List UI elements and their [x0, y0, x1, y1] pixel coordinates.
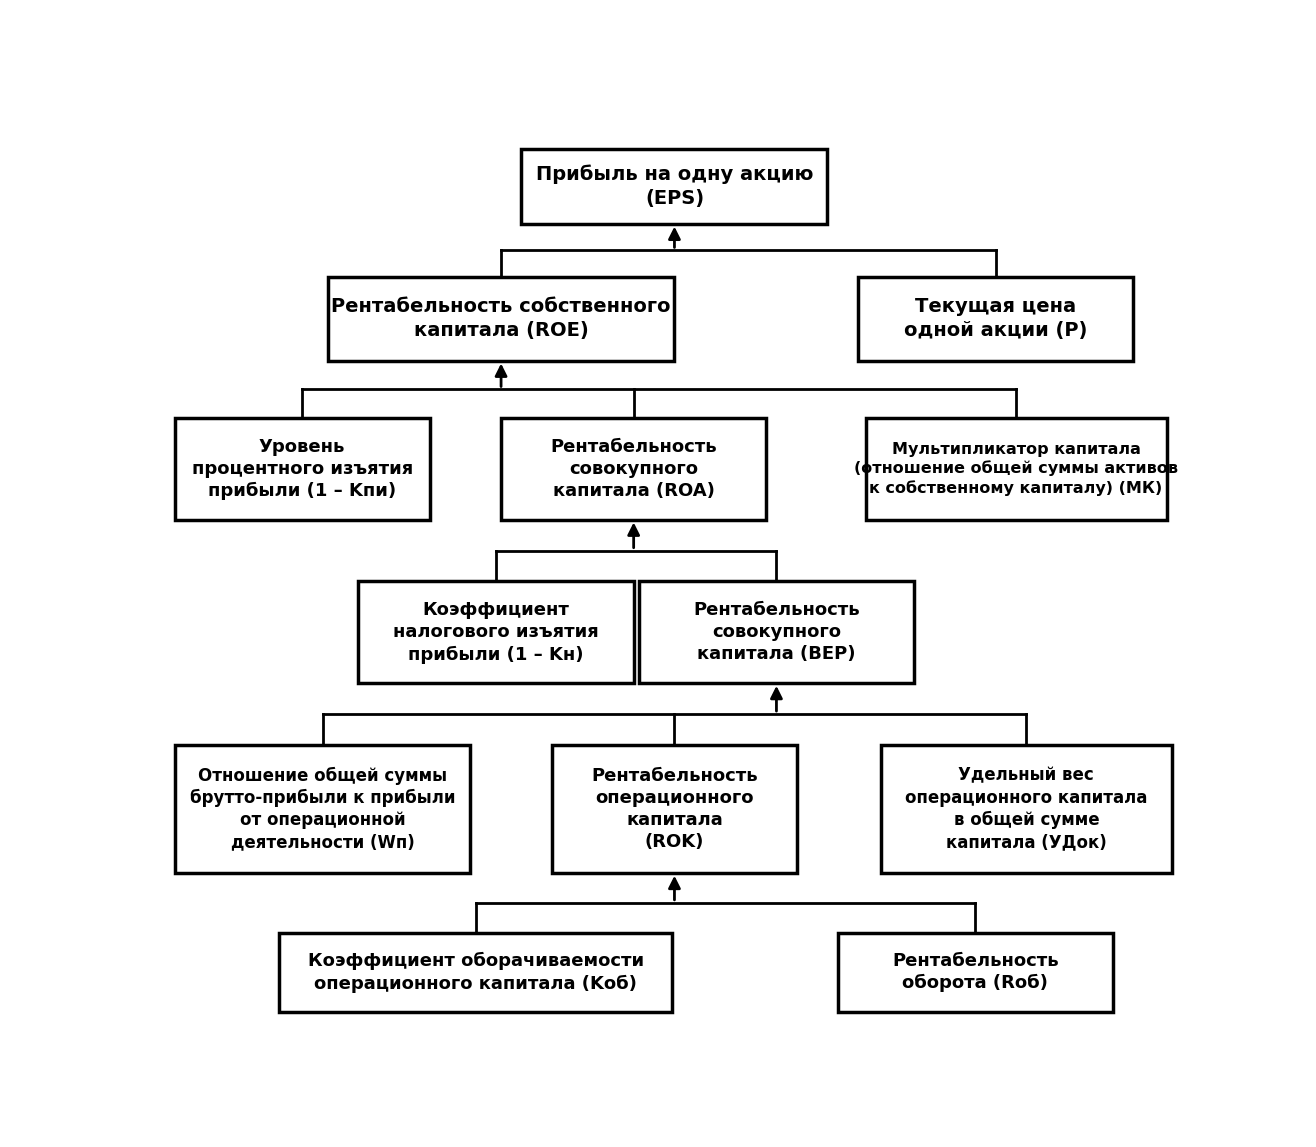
Text: Рентабельность
операционного
капитала
(ROK): Рентабельность операционного капитала (R… [591, 766, 758, 851]
FancyBboxPatch shape [858, 276, 1133, 360]
Text: Прибыль на одну акцию
(EPS): Прибыль на одну акцию (EPS) [536, 165, 813, 208]
FancyBboxPatch shape [501, 418, 766, 520]
Text: Уровень
процентного изъятия
прибыли (1 – Kпи): Уровень процентного изъятия прибыли (1 –… [192, 437, 413, 500]
Text: Рентабельность собственного
капитала (ROE): Рентабельность собственного капитала (RO… [332, 297, 671, 340]
Text: Текущая цена
одной акции (P): Текущая цена одной акции (P) [904, 297, 1087, 340]
FancyBboxPatch shape [838, 933, 1113, 1012]
Text: Мультипликатор капитала
(отношение общей суммы активов
к собственному капиталу) : Мультипликатор капитала (отношение общей… [854, 442, 1178, 496]
FancyBboxPatch shape [521, 149, 828, 224]
Text: Рентабельность
оборота (Rоб): Рентабельность оборота (Rоб) [892, 952, 1058, 992]
FancyBboxPatch shape [328, 276, 675, 360]
FancyBboxPatch shape [866, 418, 1166, 520]
Text: Коэффициент оборачиваемости
операционного капитала (Kоб): Коэффициент оборачиваемости операционног… [308, 952, 644, 992]
FancyBboxPatch shape [553, 744, 797, 873]
FancyBboxPatch shape [358, 582, 634, 682]
FancyBboxPatch shape [175, 744, 471, 873]
Text: Отношение общей суммы
брутто-прибыли к прибыли
от операционной
деятельности (Wп): Отношение общей суммы брутто-прибыли к п… [190, 766, 455, 851]
Text: Коэффициент
налогового изъятия
прибыли (1 – Kн): Коэффициент налогового изъятия прибыли (… [393, 601, 599, 663]
Text: Рентабельность
совокупного
капитала (ROA): Рентабельность совокупного капитала (ROA… [550, 438, 717, 500]
FancyBboxPatch shape [279, 933, 672, 1012]
Text: Удельный вес
операционного капитала
в общей сумме
капитала (УДок): Удельный вес операционного капитала в об… [905, 766, 1148, 851]
Text: Рентабельность
совокупного
капитала (BEP): Рентабельность совокупного капитала (BEP… [694, 601, 859, 663]
FancyBboxPatch shape [638, 582, 915, 682]
FancyBboxPatch shape [175, 418, 429, 520]
FancyBboxPatch shape [880, 744, 1171, 873]
